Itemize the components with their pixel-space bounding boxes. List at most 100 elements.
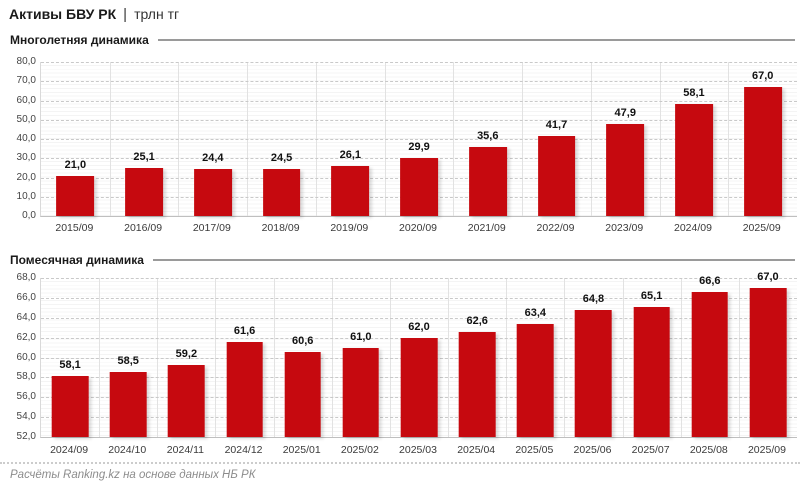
y-tick-label: 10,0 xyxy=(16,190,36,202)
bar-cell: 62,6 xyxy=(448,278,506,437)
bar-chart-monthly: 58,1 58,5 59,2 61,6 60,6 61,0 62,0 62,6 63,4 64,8… xyxy=(40,271,797,438)
x-axis-monthly: 2024/09 2024/10 2024/11 2024/12 2025/01 2025/… xyxy=(40,444,796,456)
bar-2017/09 xyxy=(193,169,232,216)
value-label: 62,6 xyxy=(466,314,488,327)
y-tick-label: 56,0 xyxy=(16,391,36,403)
value-label: 65,1 xyxy=(640,289,663,302)
bar-cell: 58,1 xyxy=(41,278,99,437)
y-tick-label: 60,0 xyxy=(16,94,36,106)
bar-2025/01 xyxy=(284,351,322,437)
bar-cell: 35,6 xyxy=(453,62,522,216)
value-label: 58,1 xyxy=(59,359,81,372)
section-header-multiyear: Многолетняя динамика xyxy=(10,33,795,47)
category-label: 2022/09 xyxy=(536,222,575,234)
bar-2025/04 xyxy=(458,331,496,437)
bar-cell: 63,4 xyxy=(506,278,564,437)
bar-2015/09 xyxy=(56,175,95,216)
value-label: 60,6 xyxy=(291,334,314,347)
value-label: 47,9 xyxy=(614,106,636,119)
category-label: 2024/09 xyxy=(50,444,89,456)
bar-cell: 65,1 xyxy=(623,278,681,437)
section-title-monthly: Помесячная динамика xyxy=(10,253,144,267)
bar-2019/09 xyxy=(331,165,370,216)
y-tick-label: 68,0 xyxy=(16,272,36,283)
category-label: 2024/11 xyxy=(166,444,204,456)
category-label: 2025/08 xyxy=(689,444,728,456)
section-header-monthly: Помесячная динамика xyxy=(10,253,795,267)
y-tick-label: 60,0 xyxy=(16,351,36,363)
value-label: 61,6 xyxy=(233,324,256,337)
category-label: 2025/04 xyxy=(457,444,496,456)
value-label: 24,5 xyxy=(270,151,293,164)
bar-2025/02 xyxy=(342,347,380,437)
y-tick-label: 64,0 xyxy=(16,311,36,323)
bar-cell: 61,0 xyxy=(332,278,390,437)
y-tick-label: 20,0 xyxy=(16,171,36,183)
bar-cell: 60,6 xyxy=(274,278,332,437)
bar-cell: 26,1 xyxy=(316,62,385,216)
y-tick-label: 62,0 xyxy=(16,331,36,343)
title-separator: | xyxy=(123,6,128,23)
bar-cell: 58,5 xyxy=(99,278,157,437)
category-label: 2024/12 xyxy=(224,444,263,456)
y-tick-label: 80,0 xyxy=(16,56,36,67)
y-tick-label: 52,0 xyxy=(16,431,36,442)
x-axis-multiyear: 2015/09 2016/09 2017/09 2018/09 2019/09 2020/… xyxy=(40,222,796,234)
y-tick-label: 40,0 xyxy=(16,133,36,144)
bars-container: 58,1 58,5 59,2 61,6 60,6 61,0 62,0 62,6 63,4 64,8… xyxy=(41,271,797,437)
bar-cell: 59,2 xyxy=(157,278,215,437)
value-label: 21,0 xyxy=(64,158,87,171)
bar-2022/09 xyxy=(537,135,576,216)
category-label: 2025/05 xyxy=(515,444,554,456)
bar-2023/09 xyxy=(606,123,645,216)
bar-2025/08 xyxy=(691,291,729,437)
gridline xyxy=(41,297,797,299)
gridline xyxy=(41,317,797,319)
bar-2025/07 xyxy=(633,306,670,437)
page-title-main: Активы БВУ РК xyxy=(9,6,117,22)
page-title: Активы БВУ РК | трлн тг xyxy=(9,6,179,23)
bar-2025/09 xyxy=(743,87,782,216)
value-label: 24,4 xyxy=(202,152,224,165)
value-label: 29,9 xyxy=(408,141,430,154)
section-rule xyxy=(152,259,795,261)
y-tick-label: 58,0 xyxy=(16,371,36,383)
gridline xyxy=(41,81,797,83)
value-label: 67,0 xyxy=(752,70,774,83)
bar-cell: 41,7 xyxy=(522,62,591,216)
value-label: 41,7 xyxy=(545,118,568,131)
bar-2024/09 xyxy=(675,104,713,216)
bar-2025/09 xyxy=(749,287,787,437)
value-label: 61,0 xyxy=(350,330,372,343)
bar-cell: 29,9 xyxy=(385,62,454,216)
value-label: 58,5 xyxy=(117,355,139,368)
bar-cell: 61,6 xyxy=(215,278,273,437)
category-label: 2025/01 xyxy=(282,444,321,456)
section-title-multiyear: Многолетняя динамика xyxy=(10,33,149,47)
page-title-unit: трлн тг xyxy=(134,6,180,22)
bar-cell: 67,0 xyxy=(728,62,797,216)
category-label: 2017/09 xyxy=(192,222,231,234)
bar-cell: 24,4 xyxy=(178,62,247,216)
category-label: 2015/09 xyxy=(55,222,94,234)
bar-2025/05 xyxy=(517,323,554,437)
gridline xyxy=(41,62,797,63)
bar-2021/09 xyxy=(468,147,507,216)
bar-cell: 67,0 xyxy=(739,271,797,437)
gridline xyxy=(41,278,797,279)
bar-2024/10 xyxy=(109,372,147,437)
bar-cell: 64,8 xyxy=(564,278,622,437)
y-tick-label: 54,0 xyxy=(16,411,36,423)
category-label: 2023/09 xyxy=(605,222,644,234)
bar-cell: 62,0 xyxy=(390,278,448,437)
bar-2024/09 xyxy=(51,376,89,437)
gridline xyxy=(41,139,797,140)
bar-2025/03 xyxy=(400,337,438,437)
bar-2018/09 xyxy=(262,168,301,216)
category-label: 2025/07 xyxy=(631,444,670,456)
category-label: 2025/06 xyxy=(573,444,612,456)
category-label: 2021/09 xyxy=(467,222,506,234)
bar-cell: 25,1 xyxy=(110,62,179,216)
category-label: 2018/09 xyxy=(261,222,300,234)
category-label: 2025/03 xyxy=(399,444,437,456)
